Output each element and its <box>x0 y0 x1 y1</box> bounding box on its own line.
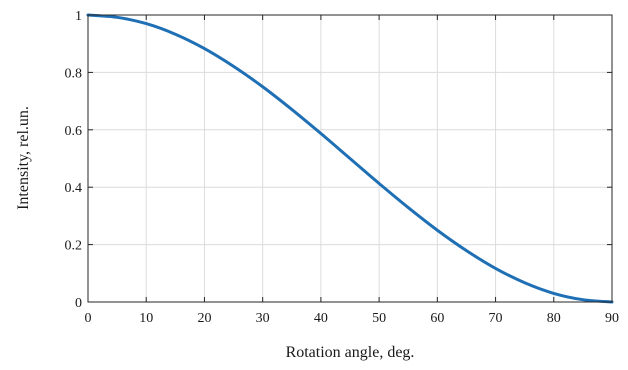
y-tick-label: 0.6 <box>65 124 83 139</box>
x-tick-label: 80 <box>547 311 561 326</box>
series-layer <box>86 13 614 304</box>
grid <box>88 15 612 302</box>
x-tick-label: 60 <box>430 311 444 326</box>
ticks: 0 10 20 30 40 50 60 70 80 90 0 0.2 0.4 0.6 0.8 1 <box>65 9 620 326</box>
x-tick-label: 40 <box>314 311 328 326</box>
x-tick-label: 0 <box>85 311 92 326</box>
x-tick-label: 20 <box>197 311 211 326</box>
x-tick-label: 90 <box>605 311 619 326</box>
y-tick-label: 0 <box>75 296 82 311</box>
x-tick-label: 70 <box>489 311 503 326</box>
x-tick-label: 30 <box>256 311 270 326</box>
series-line-0 <box>86 13 614 304</box>
x-tick-label: 10 <box>139 311 153 326</box>
y-tick-label: 1 <box>75 9 82 24</box>
x-axis-label: Rotation angle, deg. <box>286 344 415 361</box>
y-axis-label: Intensity, rel.un. <box>15 106 32 210</box>
y-tick-label: 0.2 <box>65 239 83 254</box>
x-tick-label: 50 <box>372 311 386 326</box>
y-tick-label: 0.8 <box>65 66 83 81</box>
y-tick-label: 0.4 <box>65 181 83 196</box>
plot-frame <box>87 14 613 303</box>
